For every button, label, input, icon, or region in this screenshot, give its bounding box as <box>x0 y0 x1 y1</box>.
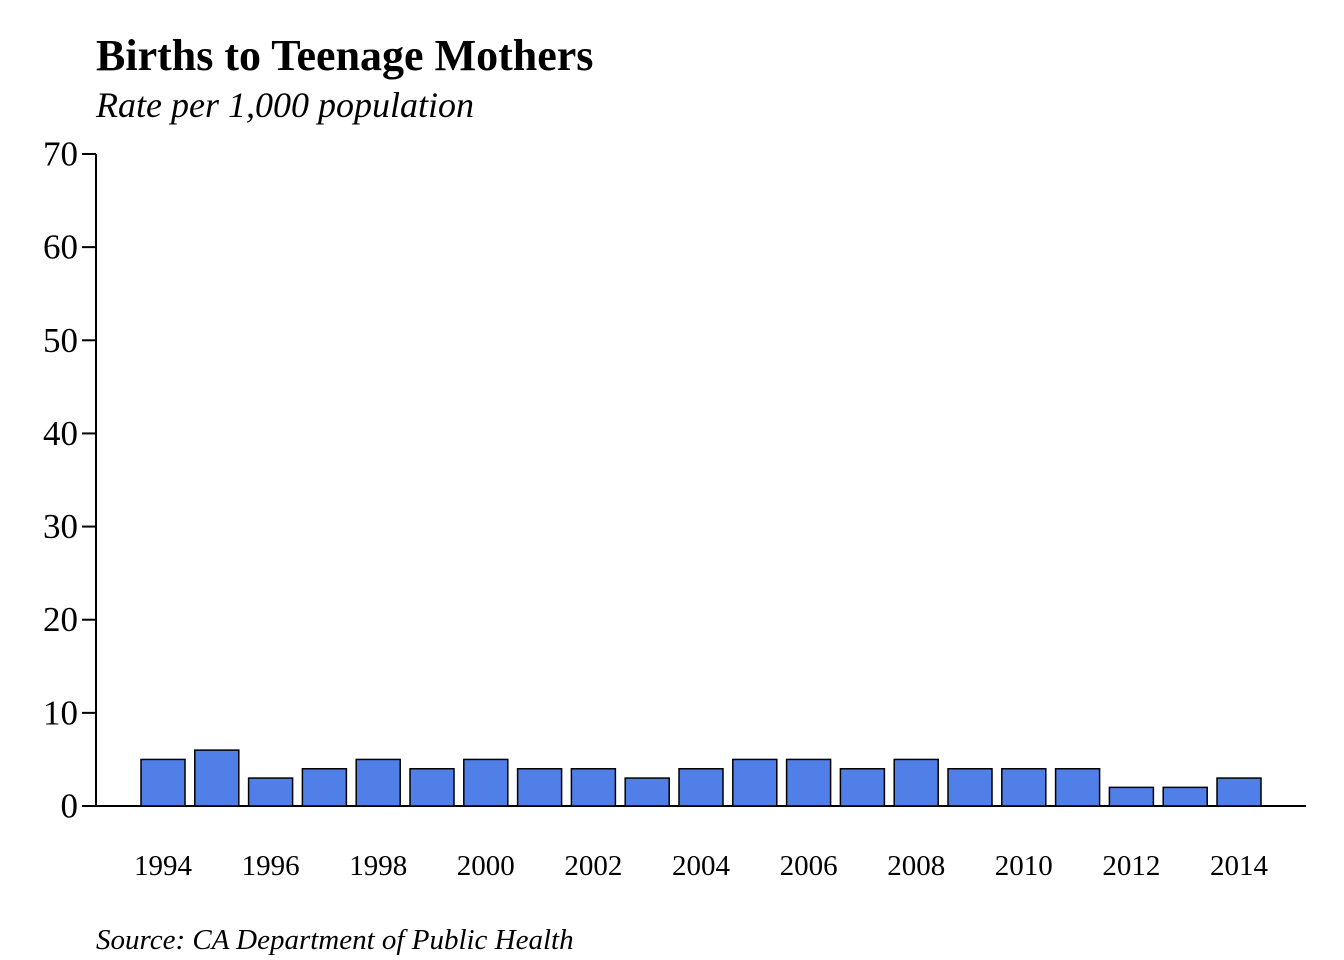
bar-2007 <box>839 767 886 807</box>
bar-1997 <box>301 767 348 807</box>
chart-subtitle: Rate per 1,000 population <box>96 85 474 125</box>
bar-1996 <box>247 777 294 807</box>
x-tick-label: 2004 <box>672 850 731 882</box>
x-tick-label: 2000 <box>457 850 515 882</box>
x-tick-label: 2012 <box>1102 850 1160 882</box>
bar-1995 <box>194 749 240 807</box>
y-axis: 0 10 20 30 40 50 60 70 <box>43 135 97 826</box>
x-tick-label: 2002 <box>564 850 622 882</box>
x-tick-label: 2010 <box>995 850 1053 882</box>
bar-2010 <box>1001 767 1047 807</box>
x-tick-label: 2014 <box>1210 850 1269 882</box>
y-tick-label: 50 <box>43 321 78 360</box>
bar-2002 <box>570 767 617 807</box>
y-tick-label: 30 <box>43 507 78 546</box>
bar-1999 <box>409 767 455 807</box>
x-tick-label: 1996 <box>242 850 300 882</box>
bar-2011 <box>1054 767 1101 807</box>
chart-title: Births to Teenage Mothers <box>96 31 594 80</box>
bar-2004 <box>678 767 724 807</box>
bar-2008 <box>893 758 939 807</box>
bar-2013 <box>1162 786 1208 807</box>
y-tick-label: 10 <box>43 693 78 732</box>
y-tick-label: 70 <box>43 135 78 174</box>
x-tick-label: 2008 <box>887 850 945 882</box>
bar-2014 <box>1216 777 1262 807</box>
source-note: Source: CA Department of Public Health <box>96 924 574 956</box>
bar-1994 <box>140 758 186 807</box>
bar-1998 <box>355 758 401 807</box>
bar-2012 <box>1108 786 1155 807</box>
bar-2005 <box>732 758 778 807</box>
y-tick-label: 0 <box>61 787 79 826</box>
bar-2003 <box>624 777 670 807</box>
x-tick-label: 1994 <box>134 850 193 882</box>
x-tick-label: 1998 <box>349 850 407 882</box>
bar-2009 <box>947 767 993 807</box>
bars <box>140 749 1262 807</box>
x-axis: 1994 1996 1998 2000 2002 2004 2006 2008 2010 2012… <box>96 805 1306 882</box>
y-tick-label: 20 <box>43 600 78 639</box>
bar-2001 <box>516 767 563 807</box>
bar-2000 <box>463 758 509 807</box>
y-tick-label: 40 <box>43 414 78 453</box>
bar-2006 <box>785 758 832 807</box>
y-tick-label: 60 <box>43 228 78 267</box>
x-tick-label: 2006 <box>780 850 838 882</box>
